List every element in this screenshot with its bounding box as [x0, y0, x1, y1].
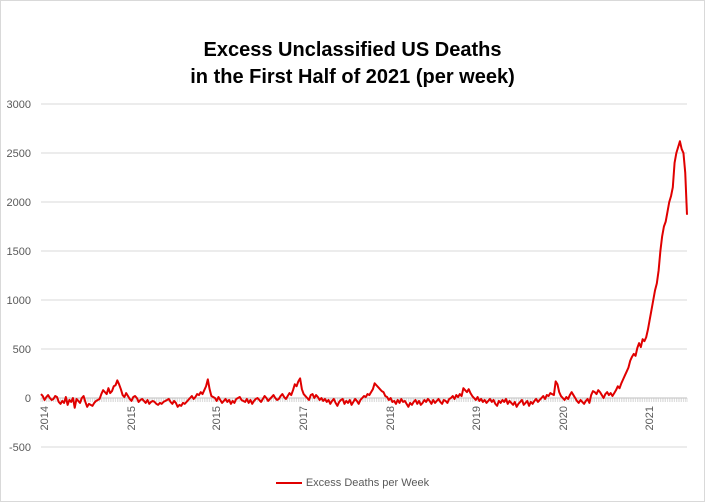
y-tick-label: 2000	[7, 197, 31, 209]
x-tick-label: 2020	[558, 406, 570, 430]
series-layer	[40, 140, 688, 409]
chart-title-line-1: Excess Unclassified US Deaths	[203, 39, 502, 61]
y-tick-label: 1500	[7, 246, 31, 258]
y-tick-label: -500	[9, 442, 31, 454]
y-tick-label: 3000	[7, 99, 31, 111]
chart-title: Excess Unclassified US Deaths in the Fir…	[1, 37, 704, 91]
x-tick-label: 2018	[385, 406, 397, 430]
x-tick-label: 2014	[39, 406, 51, 430]
chart-title-line-2: in the First Half of 2021 (per week)	[190, 66, 515, 88]
legend: Excess Deaths per Week	[1, 475, 704, 491]
x-tick-label: 2019	[471, 406, 483, 430]
y-axis-ticks: -500 0 500 1000 1500 2000 2500 3000	[7, 99, 31, 454]
x-tick-label: 2015	[126, 406, 138, 430]
legend-label: Excess Deaths per Week	[305, 477, 430, 489]
y-tick-label: 0	[25, 393, 31, 405]
series-line-excess-deaths	[40, 140, 688, 409]
x-tick-label: 2021	[644, 406, 656, 430]
x-tick-label: 2017	[298, 406, 310, 430]
x-axis	[40, 397, 688, 402]
x-axis-ticks: 2014 2015 2015 2017 2018 2019 2020 2021	[39, 406, 656, 430]
x-tick-label: 2015	[211, 406, 223, 430]
y-tick-label: 2500	[7, 148, 31, 160]
y-tick-label: 500	[13, 344, 31, 356]
gridlines	[41, 103, 687, 448]
legend-swatch	[275, 482, 302, 484]
y-tick-label: 1000	[7, 295, 31, 307]
